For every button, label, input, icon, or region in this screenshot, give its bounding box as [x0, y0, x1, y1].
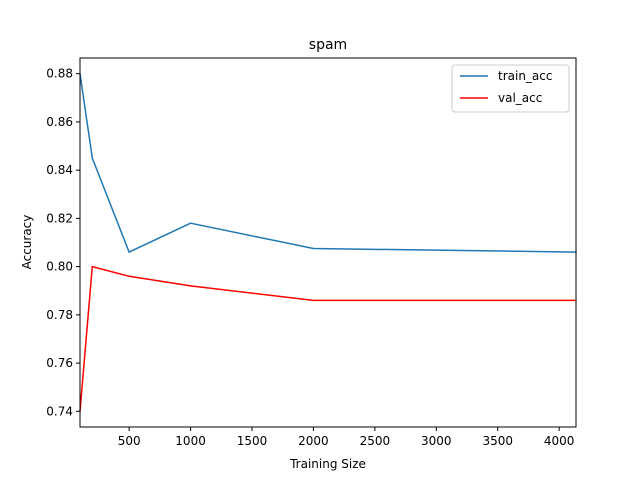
series-line-val-acc: [79, 265, 576, 412]
data-point-val-acc: [189, 285, 192, 287]
legend-label-val-acc: val_acc: [498, 91, 542, 105]
y-tick-label: 0.74: [46, 404, 73, 418]
y-tick-label: 0.88: [46, 67, 73, 81]
y-axis-label: Accuracy: [20, 215, 34, 270]
y-tick-label: 0.84: [46, 163, 73, 177]
series-line-train-acc: [79, 73, 577, 253]
y-tick-label: 0.76: [46, 356, 73, 370]
x-tick-label: 1500: [237, 434, 268, 448]
data-point-val-acc: [128, 275, 130, 278]
data-point-train-acc: [128, 251, 130, 253]
y-axis-ticks: 0.74 0.76 0.78 0.80 0.82 0.84 0.86 0.88: [46, 67, 80, 418]
y-tick-label: 0.86: [46, 115, 73, 129]
x-tick-label: 2000: [298, 434, 329, 448]
x-axis-label: Training Size: [289, 457, 366, 471]
y-tick-label: 0.82: [46, 211, 73, 225]
x-tick-label: 3500: [482, 434, 513, 448]
y-tick-label: 0.78: [46, 308, 73, 322]
legend-label-train-acc: train_acc: [498, 69, 552, 83]
x-tick-label: 3000: [421, 434, 452, 448]
data-point-train-acc: [312, 247, 315, 250]
x-tick-label: 500: [118, 434, 141, 448]
x-axis-ticks: 500 1000 1500 2000 2500 3000 3500 4000: [118, 427, 575, 448]
data-point-val-acc: [312, 299, 315, 302]
data-point-val-acc: [91, 265, 94, 268]
data-point-train-acc: [189, 222, 192, 224]
x-tick-label: 4000: [544, 434, 575, 448]
y-tick-label: 0.80: [46, 260, 73, 274]
data-point-train-acc: [91, 157, 94, 159]
legend: train_acc val_acc: [451, 64, 570, 113]
x-tick-label: 2500: [360, 434, 391, 448]
x-tick-label: 1000: [175, 434, 206, 448]
chart-title: spam: [309, 37, 347, 53]
plot-frame: [79, 57, 577, 428]
